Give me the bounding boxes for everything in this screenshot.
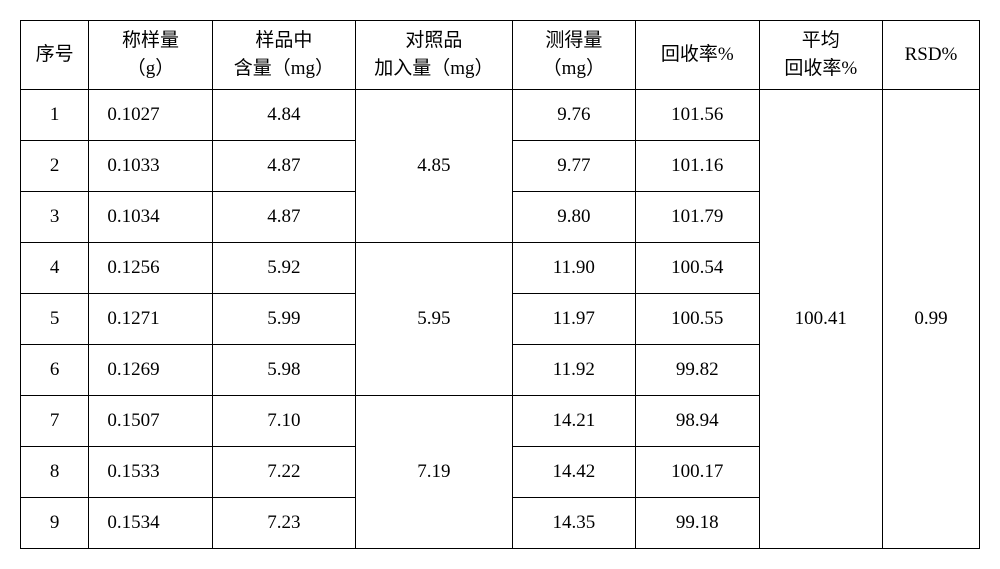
cell-measured: 11.90	[512, 243, 635, 294]
cell-content: 7.23	[212, 498, 355, 549]
cell-measured: 9.76	[512, 90, 635, 141]
cell-seq: 5	[21, 294, 89, 345]
cell-content: 5.99	[212, 294, 355, 345]
cell-weight: 0.1271	[89, 294, 212, 345]
cell-recovery: 100.55	[636, 294, 759, 345]
header-seq: 序号	[21, 21, 89, 90]
cell-recovery: 101.56	[636, 90, 759, 141]
cell-seq: 6	[21, 345, 89, 396]
cell-seq: 3	[21, 192, 89, 243]
cell-weight: 0.1507	[89, 396, 212, 447]
header-ref: 对照品加入量（mg）	[356, 21, 513, 90]
cell-rsd: 0.99	[882, 90, 979, 549]
cell-weight: 0.1027	[89, 90, 212, 141]
cell-measured: 9.77	[512, 141, 635, 192]
cell-weight: 0.1533	[89, 447, 212, 498]
cell-ref-g1: 4.85	[356, 90, 513, 243]
header-weight: 称样量（g）	[89, 21, 212, 90]
header-rsd: RSD%	[882, 21, 979, 90]
cell-content: 4.84	[212, 90, 355, 141]
cell-recovery: 101.79	[636, 192, 759, 243]
cell-seq: 9	[21, 498, 89, 549]
cell-content: 5.98	[212, 345, 355, 396]
header-avg: 平均回收率%	[759, 21, 882, 90]
cell-measured: 11.97	[512, 294, 635, 345]
cell-content: 7.10	[212, 396, 355, 447]
cell-ref-g3: 7.19	[356, 396, 513, 549]
cell-recovery: 98.94	[636, 396, 759, 447]
cell-content: 4.87	[212, 141, 355, 192]
cell-content: 4.87	[212, 192, 355, 243]
header-recovery: 回收率%	[636, 21, 759, 90]
cell-weight: 0.1256	[89, 243, 212, 294]
header-content: 样品中含量（mg）	[212, 21, 355, 90]
cell-seq: 4	[21, 243, 89, 294]
cell-measured: 14.21	[512, 396, 635, 447]
cell-recovery: 100.54	[636, 243, 759, 294]
cell-seq: 7	[21, 396, 89, 447]
cell-content: 7.22	[212, 447, 355, 498]
cell-recovery: 100.17	[636, 447, 759, 498]
cell-seq: 8	[21, 447, 89, 498]
cell-recovery: 99.82	[636, 345, 759, 396]
cell-measured: 9.80	[512, 192, 635, 243]
cell-avg: 100.41	[759, 90, 882, 549]
cell-content: 5.92	[212, 243, 355, 294]
cell-seq: 2	[21, 141, 89, 192]
table-row: 1 0.1027 4.84 4.85 9.76 101.56 100.41 0.…	[21, 90, 980, 141]
cell-weight: 0.1033	[89, 141, 212, 192]
cell-measured: 11.92	[512, 345, 635, 396]
cell-weight: 0.1034	[89, 192, 212, 243]
header-row: 序号 称样量（g） 样品中含量（mg） 对照品加入量（mg） 测得量（mg） 回…	[21, 21, 980, 90]
cell-recovery: 99.18	[636, 498, 759, 549]
header-measured: 测得量（mg）	[512, 21, 635, 90]
cell-ref-g2: 5.95	[356, 243, 513, 396]
recovery-table: 序号 称样量（g） 样品中含量（mg） 对照品加入量（mg） 测得量（mg） 回…	[20, 20, 980, 549]
cell-seq: 1	[21, 90, 89, 141]
cell-measured: 14.42	[512, 447, 635, 498]
cell-recovery: 101.16	[636, 141, 759, 192]
cell-measured: 14.35	[512, 498, 635, 549]
cell-weight: 0.1269	[89, 345, 212, 396]
cell-weight: 0.1534	[89, 498, 212, 549]
